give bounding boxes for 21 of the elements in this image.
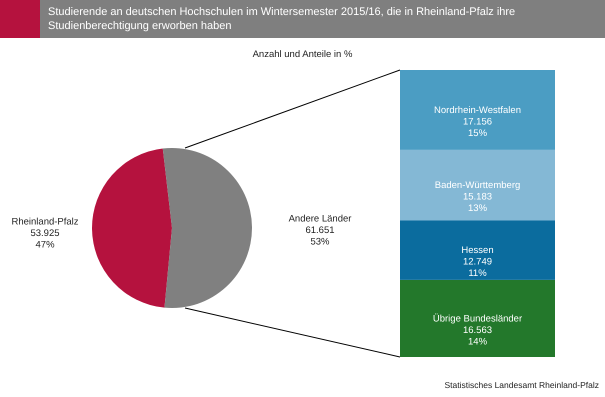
data-label: 12.749 11% [462, 256, 492, 280]
data-label: 16.563 14% [462, 324, 492, 348]
bar [400, 70, 555, 150]
chart-subtitle: Anzahl und Anteile in % [252, 49, 354, 60]
bar [400, 220, 555, 280]
bar [400, 280, 555, 357]
data-label: 53.925 47% [30, 228, 60, 250]
data-label: 15.183 13% [462, 192, 492, 214]
data-label: 61.651 53% [305, 224, 335, 248]
series-label: Baden-Württemberg [434, 180, 520, 192]
series-label: Hessen [461, 245, 494, 256]
text: Statistisches Landesamt Rheinland-Pfalz [444, 380, 599, 390]
series-label: Nordrhein-Westfalen [434, 104, 521, 116]
slice-label: Andere Länder [288, 213, 352, 224]
pie-slice [162, 148, 252, 308]
series-label: Übrige Bundesländer [432, 313, 522, 324]
slice-label: Rheinland-Pfalz [11, 216, 79, 228]
pie-slice [92, 148, 172, 308]
data-label: 17.156 15% [462, 116, 492, 139]
chart-title: Studierende an deutschen Hochschulen im Wintersemester 2015/16, die in Rheinland-Pfalz ihre Studienberechtigung erworben haben [48, 5, 516, 33]
bar [400, 150, 555, 221]
